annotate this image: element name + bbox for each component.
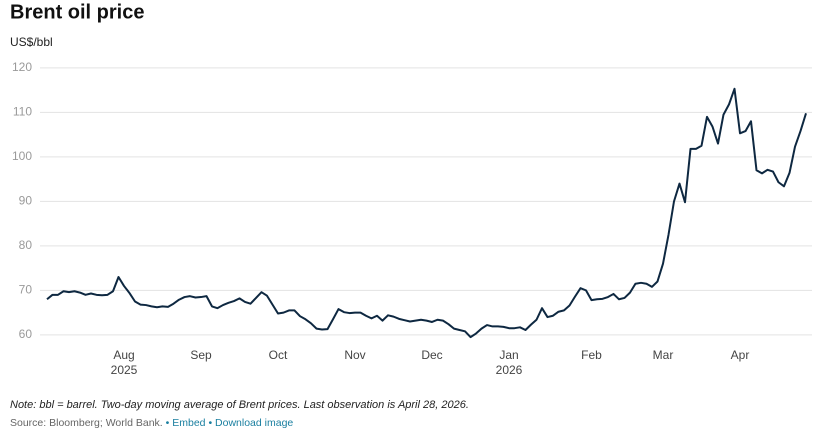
y-tick-label: 90 [19, 194, 33, 208]
chart-title: Brent oil price [10, 1, 144, 23]
x-tick-label: Feb [581, 348, 602, 362]
x-tick-label: Aug [113, 348, 134, 362]
price-line [46, 87, 807, 339]
chart: Brent oil price US$/bbl 60 70 80 90 100 110 12… [10, 1, 812, 377]
note: Note: bbl = barrel. Two-day moving avera… [10, 399, 469, 411]
x-tick-label: Oct [269, 348, 288, 362]
x-tick-label: Jan [499, 348, 518, 362]
source-line: Source: Bloomberg; World Bank. Embed Dow… [10, 417, 293, 429]
y-tick-label: 100 [12, 149, 32, 163]
y-tick-label: 60 [19, 327, 33, 341]
y-tick-label: 110 [13, 105, 32, 119]
x-tick-year: 2025 [111, 363, 138, 377]
x-tick-label: Sep [190, 348, 212, 362]
y-tick-label: 120 [12, 60, 32, 74]
y-axis-label: US$/bbl [10, 35, 53, 49]
source: Source: Bloomberg; World Bank. [10, 417, 163, 429]
embed-link[interactable]: Embed [166, 417, 206, 429]
x-tick-label: Dec [421, 348, 442, 362]
x-tick-label: Apr [731, 348, 750, 362]
y-tick-label: 80 [19, 238, 33, 252]
x-tick-label: Mar [653, 348, 674, 362]
x-tick-year: 2026 [496, 363, 523, 377]
y-tick-label: 70 [19, 283, 33, 297]
download-link[interactable]: Download image [208, 417, 293, 429]
x-tick-label: Nov [344, 348, 365, 362]
